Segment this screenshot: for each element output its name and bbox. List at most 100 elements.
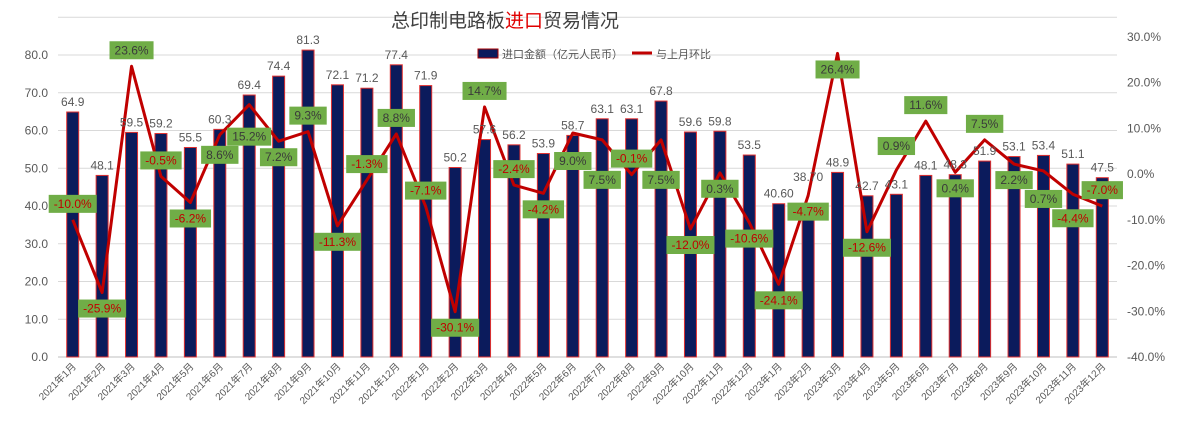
- bar: [213, 128, 227, 358]
- bar: [625, 118, 639, 358]
- bar-value-label: 69.4: [238, 78, 262, 92]
- growth-value-label: -10.6%: [730, 232, 768, 246]
- bar: [1095, 177, 1109, 358]
- bar-value-label: 53.9: [532, 137, 556, 151]
- growth-value-label: -4.7%: [792, 205, 824, 219]
- growth-label: -10.6%: [725, 229, 774, 248]
- growth-label: -10.0%: [48, 194, 97, 213]
- bar-value-label: 48.1: [914, 158, 938, 172]
- growth-value-label: 0.9%: [883, 139, 911, 153]
- y-right-tick: 10.0%: [1127, 121, 1161, 135]
- bar: [948, 174, 962, 358]
- growth-label: -4.7%: [787, 202, 829, 221]
- growth-label-box: [1081, 181, 1123, 200]
- growth-line: [71, 51, 1103, 314]
- growth-label-box: [377, 108, 415, 127]
- bar-value-label: 81.3: [296, 33, 320, 47]
- growth-label: 9.0%: [554, 152, 592, 170]
- bar: [360, 87, 374, 358]
- y-left-tick: 70.0: [25, 86, 49, 100]
- bar-value-label: 63.1: [591, 102, 615, 116]
- growth-label-box: [936, 179, 974, 198]
- growth-label-box: [169, 209, 212, 228]
- growth-label-box: [554, 152, 592, 170]
- growth-label: 11.6%: [904, 96, 948, 115]
- growth-value-label: 9.0%: [559, 154, 587, 168]
- growth-label: -12.0%: [666, 236, 715, 254]
- y-right-tick: 20.0%: [1127, 76, 1161, 90]
- growth-label-box: [877, 137, 916, 156]
- bar: [978, 160, 992, 358]
- growth-label-box: [462, 81, 507, 100]
- growth-value-label: 7.5%: [647, 173, 675, 187]
- bar: [889, 193, 903, 358]
- bar: [242, 94, 256, 358]
- bar-value-label: 74.4: [267, 59, 291, 73]
- growth-label-box: [815, 60, 860, 79]
- growth-label-box: [965, 114, 1004, 133]
- growth-label: 15.2%: [227, 127, 272, 146]
- growth-label-box: [140, 151, 182, 170]
- y-left-tick: 0.0: [31, 350, 48, 364]
- growth-label: 0.4%: [936, 179, 974, 198]
- growth-label: -1.3%: [346, 155, 388, 174]
- bar: [860, 195, 874, 358]
- growth-value-label: -12.6%: [848, 241, 886, 255]
- growth-label: -6.2%: [169, 209, 212, 228]
- bar: [1007, 156, 1021, 358]
- bar: [507, 144, 521, 358]
- bar-value-label: 53.1: [1002, 140, 1026, 154]
- y-left-tick: 20.0: [25, 275, 49, 289]
- growth-label: -4.4%: [1052, 209, 1094, 228]
- growth-label: 2.2%: [995, 171, 1033, 190]
- bar-value-label: 71.9: [414, 69, 438, 83]
- bar-value-label: 64.9: [61, 95, 85, 109]
- growth-value-label: 23.6%: [115, 43, 149, 57]
- growth-label: 9.3%: [289, 106, 327, 125]
- growth-label: -11.3%: [313, 232, 362, 251]
- growth-value-label: 14.7%: [468, 84, 502, 98]
- bar-value-label: 60.3: [208, 112, 232, 126]
- growth-label-box: [259, 148, 298, 167]
- bar-value-label: 50.2: [443, 150, 467, 164]
- title-part: 贸易情况: [543, 10, 619, 32]
- growth-label-box: [701, 179, 739, 198]
- growth-label-box: [842, 238, 891, 257]
- growth-label: 0.9%: [877, 137, 916, 156]
- growth-value-label: 0.7%: [1030, 192, 1058, 206]
- growth-label: -0.1%: [610, 149, 653, 168]
- growth-label-box: [78, 299, 127, 318]
- bar-value-label: 56.2: [502, 128, 526, 142]
- growth-label: 7.5%: [965, 114, 1004, 133]
- growth-value-label: -4.2%: [528, 202, 560, 216]
- bar-value-label: 71.2: [355, 71, 379, 85]
- growth-label: 7.5%: [642, 170, 680, 189]
- growth-label-box: [1024, 189, 1063, 208]
- bar-value-label: 72.1: [326, 68, 350, 82]
- growth-label: 14.7%: [462, 81, 507, 100]
- growth-label: 23.6%: [109, 41, 154, 60]
- y-right-tick: -10.0%: [1127, 213, 1165, 227]
- bars: [66, 49, 1109, 358]
- bar: [595, 118, 609, 358]
- growth-label-box: [1052, 209, 1094, 228]
- bar: [713, 130, 727, 358]
- growth-label-box: [725, 229, 774, 248]
- growth-label: -12.6%: [842, 238, 891, 257]
- growth-label: -30.1%: [431, 318, 480, 337]
- growth-label-box: [522, 200, 565, 219]
- bar: [742, 154, 756, 358]
- growth-value-label: -24.1%: [760, 293, 798, 307]
- title-part-highlight: 进口: [505, 10, 543, 32]
- growth-value-label: -10.0%: [54, 197, 92, 211]
- growth-label-box: [48, 194, 97, 213]
- growth-label-box: [787, 202, 829, 221]
- bar: [478, 139, 492, 358]
- growth-value-label: -2.4%: [498, 162, 530, 176]
- growth-label: -7.0%: [1081, 181, 1123, 200]
- growth-label-box: [493, 160, 535, 179]
- bar: [272, 75, 286, 358]
- bar: [654, 100, 668, 358]
